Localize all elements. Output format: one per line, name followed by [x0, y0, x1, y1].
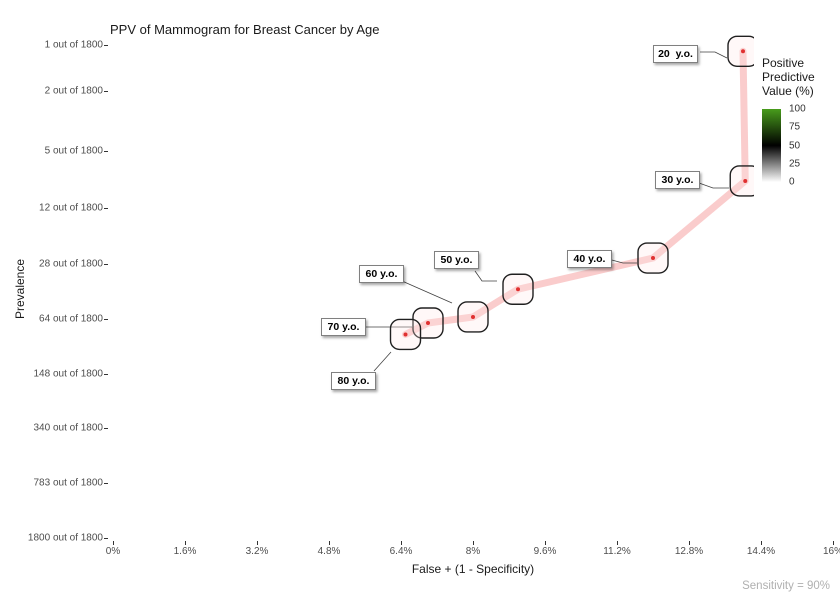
y-tick-label: 28 out of 1800	[39, 258, 103, 270]
y-tick-mark	[104, 538, 108, 539]
legend-tick-label: 0	[789, 176, 795, 188]
y-tick-label: 5 out of 1800	[44, 145, 103, 157]
plot-title: PPV of Mammogram for Breast Cancer by Ag…	[110, 22, 380, 37]
y-tick-mark	[104, 150, 108, 152]
x-tick-label: 1.6%	[173, 546, 197, 557]
y-tick-mark	[104, 208, 108, 210]
x-tick-mark	[257, 541, 258, 545]
y-tick-mark	[104, 264, 108, 266]
age-label: 30 y.o.	[655, 171, 700, 189]
x-tick-label: 0%	[105, 546, 121, 557]
x-tick-mark	[833, 541, 834, 545]
x-tick-label: 9.6%	[533, 546, 557, 557]
x-tick-label: 14.4%	[746, 546, 776, 557]
x-tick-label: 12.8%	[674, 546, 704, 557]
y-tick-mark	[104, 90, 108, 92]
x-tick-label: 3.2%	[245, 546, 269, 557]
age-label: 50 y.o.	[434, 251, 479, 269]
x-tick-label: 11.2%	[603, 546, 631, 557]
x-tick-mark	[401, 541, 402, 545]
legend-tick-label: 25	[789, 158, 801, 170]
y-axis-title: Prevalence	[13, 258, 27, 320]
x-tick-mark	[113, 541, 114, 545]
x-tick-label: 4.8%	[317, 546, 341, 557]
y-tick-label: 12 out of 1800	[39, 202, 103, 214]
age-label: 40 y.o.	[567, 250, 612, 268]
x-tick-mark	[545, 541, 546, 545]
x-tick-mark	[329, 541, 330, 545]
y-tick-mark	[104, 45, 108, 46]
y-tick-label: 148 out of 1800	[33, 368, 103, 380]
x-tick-mark	[473, 541, 474, 545]
x-tick-label: 6.4%	[389, 546, 413, 557]
y-tick-mark	[104, 318, 108, 320]
y-tick-mark	[104, 483, 108, 485]
y-tick-label: 783 out of 1800	[33, 477, 103, 489]
x-tick-mark	[617, 541, 618, 545]
y-tick-label: 340 out of 1800	[33, 422, 103, 434]
y-tick-label: 64 out of 1800	[39, 313, 103, 325]
y-tick-label: 1800 out of 1800	[27, 532, 103, 544]
y-tick-mark	[104, 428, 108, 430]
ppv-heatmap	[109, 42, 837, 541]
legend-tick-label: 100	[789, 103, 806, 115]
y-tick-label: 2 out of 1800	[44, 85, 103, 97]
legend-colorbar	[762, 109, 781, 182]
x-tick-mark	[185, 541, 186, 545]
y-tick-label: 1 out of 1800	[44, 39, 103, 51]
x-tick-label: 8%	[465, 546, 481, 557]
age-label: 60 y.o.	[359, 265, 404, 283]
x-tick-label: 16%	[822, 546, 840, 557]
sensitivity-caption: Sensitivity = 90%	[742, 580, 830, 592]
legend-title: Positive Predictive Value (%)	[762, 56, 815, 98]
age-label: 70 y.o.	[321, 318, 366, 336]
legend-tick-label: 75	[789, 121, 801, 133]
age-label: 80 y.o.	[331, 372, 376, 390]
x-axis-title: False + (1 - Specificity)	[411, 562, 535, 576]
y-tick-mark	[104, 373, 108, 375]
legend-tick-label: 50	[789, 140, 801, 151]
x-tick-mark	[689, 541, 690, 545]
x-tick-mark	[761, 541, 762, 545]
age-label: 20 y.o.	[653, 45, 698, 63]
